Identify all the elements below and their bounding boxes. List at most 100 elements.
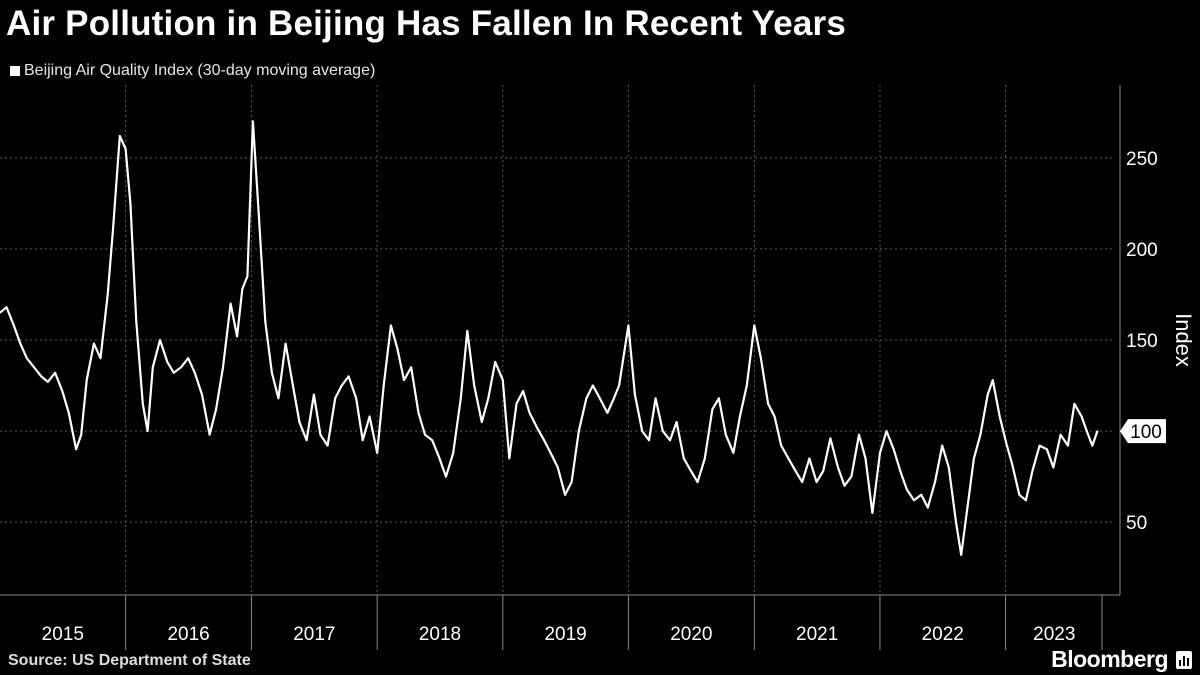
data-point bbox=[1052, 466, 1055, 469]
data-point bbox=[787, 457, 790, 460]
data-point bbox=[241, 288, 244, 290]
x-tick-label: 2015 bbox=[42, 624, 84, 645]
data-point bbox=[1006, 444, 1008, 447]
data-point bbox=[166, 361, 169, 363]
data-point bbox=[222, 366, 224, 369]
data-point bbox=[292, 384, 294, 387]
legend-label: Beijing Air Quality Index (30-day moving… bbox=[24, 62, 376, 79]
x-tick-label: 2017 bbox=[293, 624, 335, 645]
data-point bbox=[0, 311, 1, 314]
data-point bbox=[1073, 402, 1076, 405]
data-point bbox=[487, 397, 490, 400]
data-point bbox=[780, 444, 782, 447]
data-point bbox=[1038, 444, 1041, 447]
data-point bbox=[99, 357, 102, 360]
data-point bbox=[277, 397, 280, 400]
data-point bbox=[417, 412, 420, 414]
data-point bbox=[808, 457, 811, 460]
data-point bbox=[129, 202, 132, 205]
data-point bbox=[146, 430, 149, 432]
y-tick-label: 250 bbox=[1126, 149, 1158, 170]
data-point bbox=[508, 457, 511, 460]
data-point bbox=[1085, 430, 1088, 432]
data-point bbox=[47, 381, 49, 383]
data-point bbox=[662, 430, 664, 432]
brand: Bloomberg bbox=[1051, 646, 1192, 673]
data-point bbox=[850, 475, 853, 478]
data-point bbox=[965, 512, 968, 514]
data-point bbox=[187, 357, 190, 360]
y-tick-label: 150 bbox=[1126, 331, 1158, 352]
data-point bbox=[172, 371, 175, 374]
data-point bbox=[815, 481, 818, 483]
data-point bbox=[142, 402, 144, 405]
data-point bbox=[390, 324, 392, 327]
bloomberg-chart-icon bbox=[1176, 650, 1192, 669]
data-point bbox=[613, 397, 615, 400]
data-point bbox=[934, 481, 936, 483]
data-point bbox=[690, 470, 692, 472]
data-point bbox=[585, 397, 588, 400]
data-point bbox=[773, 415, 776, 418]
data-point bbox=[536, 426, 538, 429]
data-point bbox=[106, 293, 109, 296]
data-point bbox=[641, 430, 643, 432]
data-point bbox=[998, 415, 1001, 418]
data-point bbox=[955, 521, 957, 523]
data-point bbox=[675, 421, 678, 423]
data-point bbox=[960, 554, 962, 556]
x-tick-label: 2019 bbox=[544, 624, 586, 645]
data-point bbox=[718, 397, 720, 400]
data-point bbox=[696, 481, 699, 483]
data-point bbox=[739, 415, 741, 418]
data-point bbox=[319, 433, 322, 436]
data-point bbox=[843, 484, 846, 487]
data-point bbox=[947, 466, 950, 469]
data-point bbox=[669, 439, 671, 441]
legend-swatch bbox=[10, 66, 20, 76]
data-point bbox=[452, 452, 455, 454]
y-tick-label: 50 bbox=[1126, 513, 1147, 534]
axes bbox=[0, 85, 1121, 650]
data-point bbox=[570, 481, 573, 483]
data-point bbox=[151, 366, 154, 369]
data-point bbox=[979, 433, 982, 436]
data-point bbox=[1067, 444, 1069, 447]
data-point bbox=[753, 324, 756, 327]
grid-lines bbox=[0, 85, 1115, 595]
series-layer bbox=[0, 120, 1099, 556]
data-point bbox=[794, 470, 797, 472]
x-tick-label: 2018 bbox=[419, 624, 461, 645]
data-point bbox=[1091, 444, 1094, 447]
last-value-marker bbox=[1120, 419, 1166, 444]
data-point bbox=[334, 397, 336, 400]
data-point bbox=[606, 412, 609, 414]
data-point bbox=[54, 371, 56, 374]
data-point bbox=[40, 375, 43, 378]
data-point bbox=[599, 397, 601, 400]
data-point bbox=[557, 466, 559, 469]
y-tick-label: 200 bbox=[1126, 240, 1158, 261]
data-point bbox=[986, 393, 989, 396]
data-point bbox=[112, 229, 114, 232]
data-point bbox=[305, 439, 308, 441]
data-point bbox=[403, 379, 405, 381]
data-point bbox=[298, 421, 301, 423]
data-point bbox=[549, 452, 552, 454]
data-point bbox=[118, 135, 121, 137]
source-note: Source: US Department of State bbox=[8, 652, 251, 669]
data-point bbox=[347, 375, 350, 378]
series-line bbox=[0, 120, 1099, 556]
data-point bbox=[264, 320, 267, 323]
data-point bbox=[920, 494, 923, 496]
data-point bbox=[410, 366, 413, 369]
data-point bbox=[284, 342, 287, 345]
data-point bbox=[899, 470, 902, 472]
data-point bbox=[208, 433, 211, 436]
data-point bbox=[431, 439, 434, 441]
data-point bbox=[682, 457, 685, 460]
x-tick-label: 2022 bbox=[922, 624, 964, 645]
y-axis-label: Index bbox=[1171, 313, 1196, 367]
data-point bbox=[135, 320, 138, 323]
data-point bbox=[926, 506, 929, 509]
